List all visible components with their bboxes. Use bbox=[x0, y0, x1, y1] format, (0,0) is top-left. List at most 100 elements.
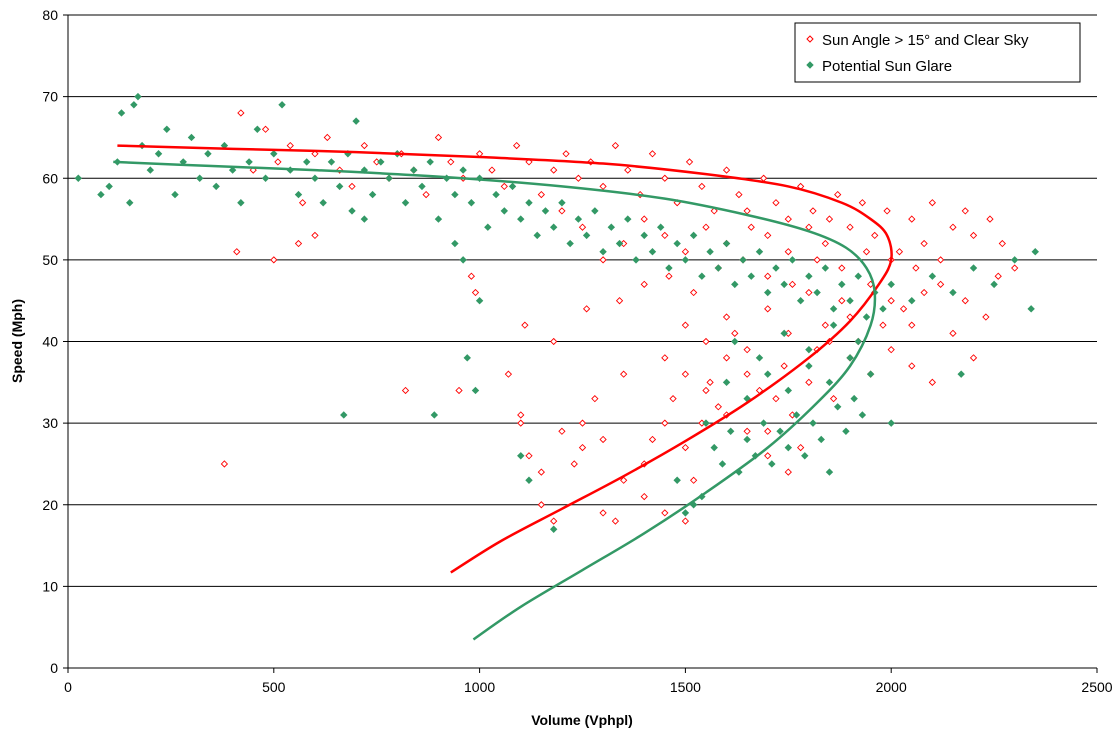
data-point bbox=[949, 329, 957, 337]
legend-marker-sun-angle bbox=[806, 35, 814, 43]
x-axis-title: Volume (Vphpl) bbox=[531, 712, 633, 728]
data-point bbox=[562, 150, 570, 158]
data-point bbox=[401, 386, 410, 395]
data-point bbox=[673, 239, 681, 248]
data-point bbox=[710, 443, 718, 452]
data-point bbox=[582, 305, 591, 313]
data-point bbox=[459, 166, 467, 174]
data-point bbox=[471, 288, 480, 297]
y-axis-ticks: 0 10 20 30 40 50 60 70 80 bbox=[42, 7, 68, 676]
data-point bbox=[726, 427, 735, 435]
data-point bbox=[513, 141, 521, 150]
data-point bbox=[294, 239, 303, 248]
data-point bbox=[578, 223, 587, 231]
data-point bbox=[327, 158, 336, 166]
data-point bbox=[459, 256, 467, 264]
y-tick-label: 60 bbox=[42, 170, 58, 186]
data-point bbox=[517, 411, 525, 419]
data-point bbox=[879, 321, 887, 329]
data-point bbox=[570, 460, 578, 468]
legend-box bbox=[794, 22, 1081, 83]
data-point bbox=[278, 101, 286, 109]
data-point bbox=[838, 264, 846, 272]
x-tick-label: 0 bbox=[64, 679, 72, 695]
data-point bbox=[640, 231, 648, 240]
data-point bbox=[550, 337, 558, 346]
data-point bbox=[895, 248, 904, 256]
data-point bbox=[689, 288, 698, 297]
data-point bbox=[718, 460, 727, 468]
y-axis-title: Speed (Mph) bbox=[9, 299, 25, 383]
data-point bbox=[813, 256, 821, 264]
data-point bbox=[801, 452, 809, 460]
data-point bbox=[500, 182, 508, 191]
data-point bbox=[665, 264, 673, 272]
data-point bbox=[640, 280, 648, 288]
data-point bbox=[854, 272, 862, 280]
data-point bbox=[558, 427, 566, 435]
data-point bbox=[385, 174, 393, 182]
data-point bbox=[599, 435, 607, 444]
data-point bbox=[821, 239, 829, 248]
data-point bbox=[591, 207, 599, 215]
data-point bbox=[261, 174, 270, 182]
data-point bbox=[784, 386, 793, 395]
data-point bbox=[743, 435, 751, 444]
data-point bbox=[163, 125, 171, 133]
data-point bbox=[743, 427, 751, 435]
data-point bbox=[611, 141, 620, 150]
data-point bbox=[574, 174, 583, 182]
data-point bbox=[418, 182, 426, 191]
data-point bbox=[998, 239, 1006, 248]
data-point bbox=[706, 378, 714, 386]
data-point bbox=[599, 182, 607, 191]
y-tick-label: 70 bbox=[42, 89, 58, 105]
data-point bbox=[335, 182, 344, 191]
data-point bbox=[747, 272, 755, 280]
data-point bbox=[475, 296, 484, 305]
data-point bbox=[788, 256, 797, 264]
legend-label-sun-glare: Potential Sun Glare bbox=[822, 58, 952, 75]
x-tick-label: 2500 bbox=[1081, 679, 1112, 695]
data-point bbox=[805, 288, 813, 297]
gridlines bbox=[68, 14, 1097, 587]
data-point bbox=[969, 264, 978, 272]
data-point bbox=[648, 248, 657, 256]
data-point bbox=[270, 256, 278, 264]
data-point bbox=[949, 223, 957, 231]
data-point bbox=[488, 166, 496, 174]
data-point bbox=[340, 411, 348, 419]
data-point bbox=[303, 158, 311, 166]
data-point bbox=[550, 517, 558, 525]
data-point bbox=[681, 443, 690, 452]
data-point bbox=[632, 256, 640, 264]
data-point bbox=[298, 199, 307, 207]
data-point bbox=[196, 174, 204, 182]
data-point bbox=[689, 231, 698, 240]
series-layer bbox=[74, 92, 1039, 533]
data-point bbox=[755, 354, 764, 362]
data-point bbox=[772, 199, 780, 207]
data-point bbox=[871, 231, 879, 240]
data-point bbox=[858, 199, 867, 207]
data-point bbox=[780, 362, 788, 370]
data-point bbox=[352, 117, 360, 125]
x-tick-label: 2000 bbox=[876, 679, 907, 695]
data-point bbox=[908, 215, 916, 223]
y-tick-label: 40 bbox=[42, 334, 58, 350]
data-point bbox=[220, 460, 229, 468]
data-point bbox=[471, 386, 480, 395]
data-point bbox=[722, 378, 731, 387]
data-point bbox=[368, 190, 377, 199]
data-point bbox=[957, 370, 965, 378]
data-point bbox=[796, 296, 805, 305]
data-point bbox=[500, 207, 509, 215]
data-point bbox=[574, 215, 583, 223]
data-point bbox=[698, 182, 706, 191]
data-point bbox=[233, 248, 241, 256]
data-point bbox=[743, 346, 751, 354]
data-point bbox=[698, 272, 706, 280]
data-point bbox=[994, 272, 1002, 280]
data-point bbox=[986, 215, 994, 223]
data-point bbox=[599, 256, 607, 264]
